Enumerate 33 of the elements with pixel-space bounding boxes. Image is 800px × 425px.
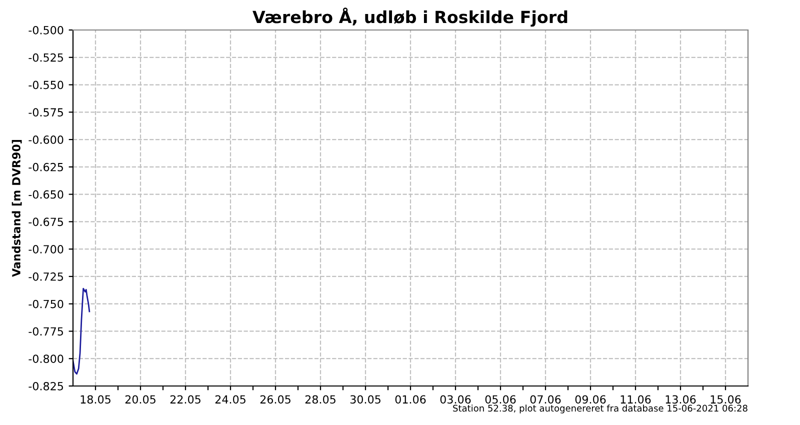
y-tick-label: -0.575 bbox=[28, 108, 63, 117]
x-tick-label: 09.06 bbox=[575, 395, 606, 404]
x-tick-label: 07.06 bbox=[530, 395, 561, 404]
y-tick-label: -0.500 bbox=[28, 26, 64, 34]
x-tick-label: 01.06 bbox=[395, 395, 426, 404]
y-tick-label: -0.725 bbox=[28, 272, 63, 281]
x-tick-label: 05.06 bbox=[485, 395, 516, 404]
x-tick-label: 28.05 bbox=[305, 395, 336, 404]
y-tick-label: -0.800 bbox=[28, 354, 64, 363]
y-tick-label: -0.775 bbox=[28, 327, 63, 336]
x-tick-label: 24.05 bbox=[215, 395, 246, 404]
y-tick-label: -0.650 bbox=[28, 190, 64, 199]
y-tick-label: -0.675 bbox=[28, 218, 63, 226]
text: Station 52.38, plot autogenereret fra database 15-06-2021 06:28 bbox=[453, 404, 748, 414]
y-tick-label: -0.550 bbox=[28, 80, 64, 90]
y-tick-label: -0.625 bbox=[28, 162, 63, 172]
line-series bbox=[73, 288, 90, 375]
x-tick-label: 26.05 bbox=[260, 395, 290, 404]
x-tick-label: 03.06 bbox=[440, 395, 471, 404]
y-tick-label: -0.750 bbox=[28, 300, 64, 308]
y-tick-label: -0.600 bbox=[28, 136, 64, 144]
x-tick-label: 22.05 bbox=[170, 395, 200, 404]
x-tick-label: 15.06 bbox=[710, 395, 741, 404]
x-tick-label: 13.06 bbox=[666, 395, 696, 404]
y-tick-label: -0.525 bbox=[28, 53, 63, 62]
x-tick-label: 30.05 bbox=[350, 395, 380, 404]
x-tick-label: 18.05 bbox=[80, 395, 110, 404]
chart-title: Værebro Å, udløb i Roskilde Fjord bbox=[252, 8, 568, 27]
x-tick-label: 11.06 bbox=[620, 395, 651, 404]
y-axis-title: Vandstand [m DVR90] bbox=[12, 140, 22, 277]
y-tick-label: -0.700 bbox=[28, 245, 64, 254]
y-tick-label: -0.825 bbox=[28, 382, 63, 390]
x-tick-label: 20.05 bbox=[125, 395, 156, 404]
